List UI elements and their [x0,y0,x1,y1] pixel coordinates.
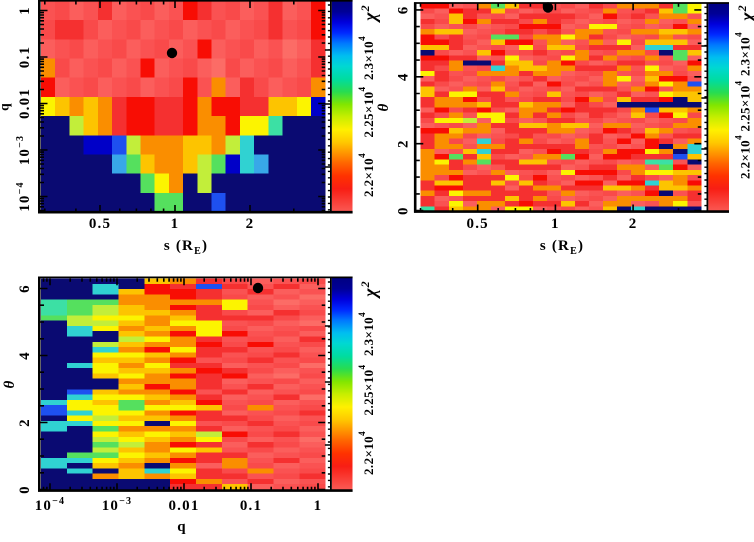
svg-text:2.3×104: 2.3×104 [357,312,376,356]
svg-text:0.1: 0.1 [17,46,33,68]
svg-text:4: 4 [17,351,33,360]
svg-text:2.3×104: 2.3×104 [357,36,376,80]
svg-text:2: 2 [17,418,33,427]
svg-text:2.3×104: 2.3×104 [734,32,753,76]
svg-text:s (RE): s (RE) [540,238,584,257]
svg-text:6: 6 [17,284,33,293]
svg-text:2: 2 [246,216,255,232]
svg-text:2.25×104: 2.25×104 [734,80,753,131]
svg-text:0: 0 [396,206,412,215]
svg-text:6: 6 [396,6,412,15]
svg-text:q: q [177,519,187,535]
svg-text:2: 2 [396,139,412,148]
svg-text:2.2×104: 2.2×104 [357,153,376,197]
svg-text:0.5: 0.5 [89,216,111,232]
svg-text:1: 1 [314,498,323,514]
svg-text:4: 4 [396,72,412,81]
svg-text:2: 2 [629,216,638,232]
svg-text:0.1: 0.1 [240,498,262,514]
svg-text:1: 1 [171,216,180,232]
svg-text:2.25×104: 2.25×104 [357,86,376,137]
svg-text:0: 0 [17,485,33,494]
svg-text:0.01: 0.01 [168,498,199,514]
svg-text:0.5: 0.5 [467,216,489,232]
svg-text:1: 1 [17,6,33,15]
svg-text:θ: θ [376,103,392,112]
svg-text:2.2×104: 2.2×104 [357,431,376,475]
svg-text:q: q [0,102,12,111]
svg-text:2.2×104: 2.2×104 [734,135,753,179]
svg-text:0.01: 0.01 [17,88,33,119]
svg-text:1: 1 [551,216,560,232]
svg-text:2.25×104: 2.25×104 [357,364,376,415]
svg-text:θ: θ [2,380,18,389]
svg-text:s (RE): s (RE) [164,238,208,257]
